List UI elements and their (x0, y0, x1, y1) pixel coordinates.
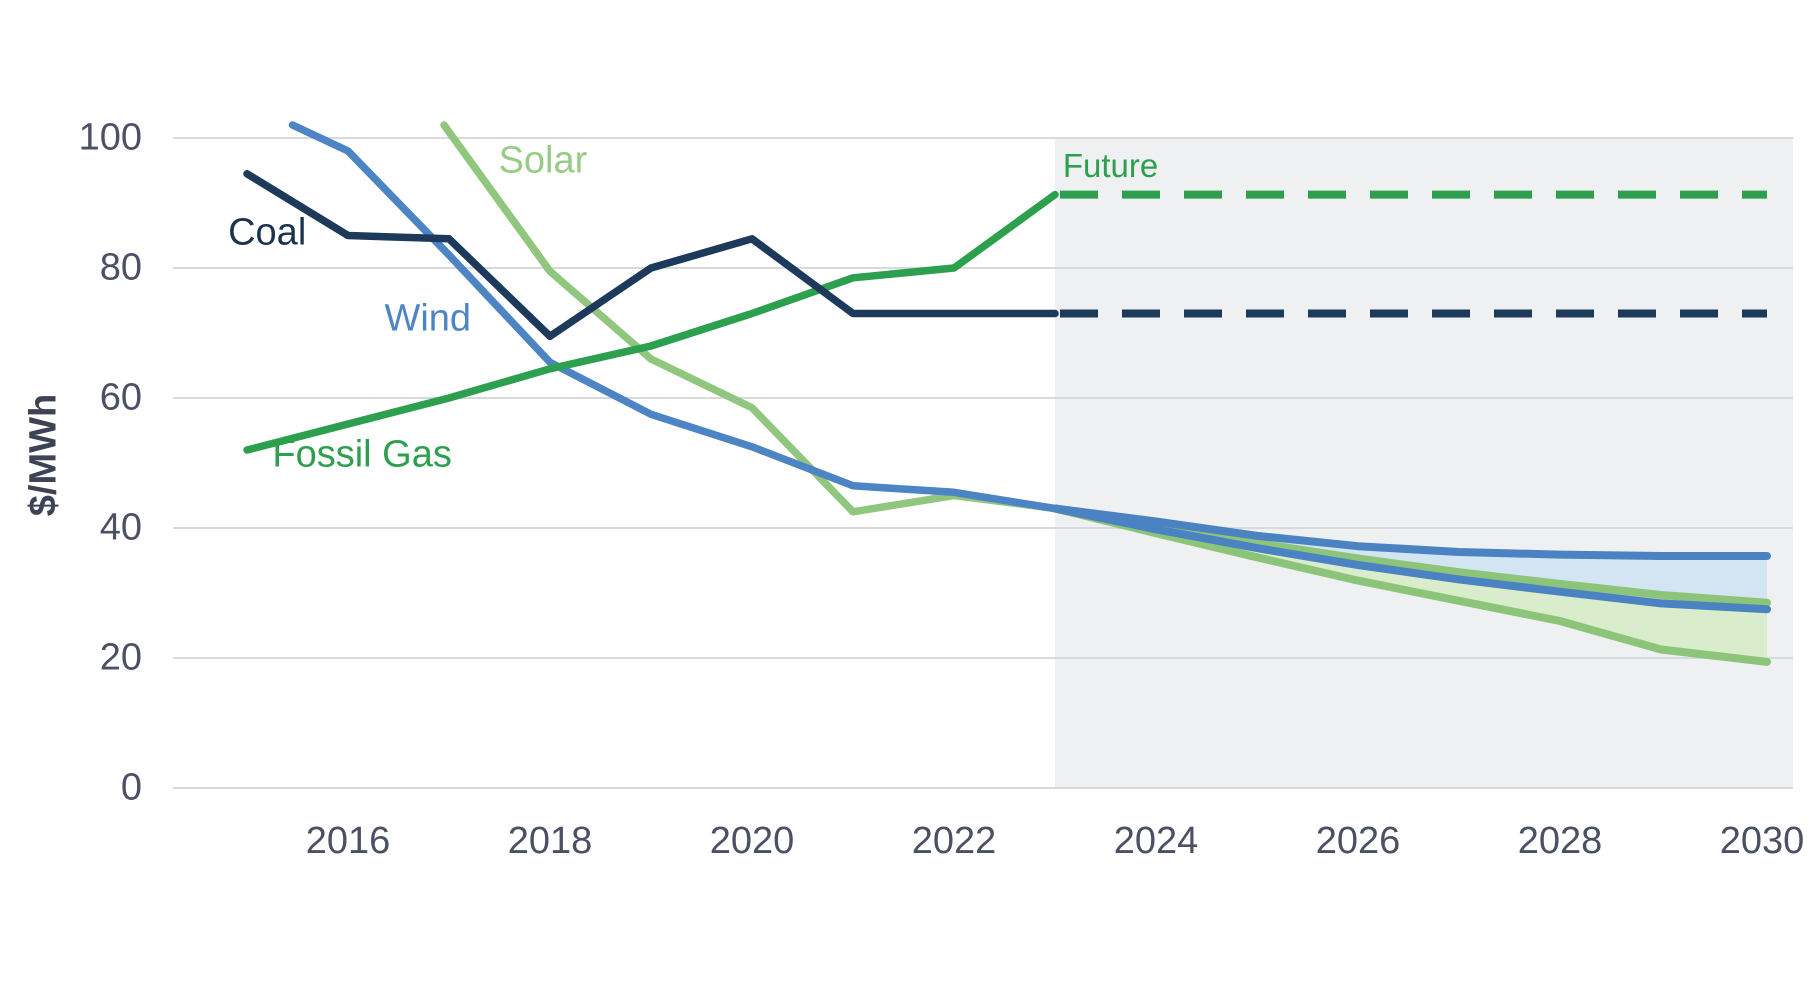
x-tick-label-2022: 2022 (911, 820, 997, 862)
y-tick-label-20: 20 (99, 636, 142, 679)
line-fossil-gas (243, 190, 1059, 454)
y-tick-label-40: 40 (99, 506, 142, 549)
y-tick-label-0: 0 (120, 766, 142, 809)
x-tick-label-2016: 2016 (305, 820, 391, 862)
wind-future-projection-range-upper-line (1051, 504, 1771, 560)
line-wind (288, 121, 1059, 513)
y-tick-label-80: 80 (99, 246, 142, 289)
x-tick-label-2026: 2026 (1315, 820, 1401, 862)
future-region-label: Future (1062, 146, 1159, 184)
y-tick-label-60: 60 (99, 376, 142, 419)
x-tick-label-2020: 2020 (709, 820, 795, 862)
series-label-coal: Coal (228, 211, 307, 254)
future-region (1055, 138, 1793, 788)
series-label-solar: Solar (498, 139, 588, 182)
y-tick-label-100: 100 (78, 116, 142, 159)
x-tick-label-2018: 2018 (507, 820, 593, 862)
x-tick-label-2030: 2030 (1719, 820, 1805, 862)
series-label-wind: Wind (384, 297, 472, 340)
series-label-fossil-gas: Fossil Gas (272, 433, 452, 476)
solar-future-projection-range-lower-line (1051, 504, 1771, 666)
wind-future-projection-range-lower-line (1051, 504, 1771, 614)
line-coal (243, 170, 1059, 341)
x-tick-label-2024: 2024 (1113, 820, 1199, 862)
x-tick-label-2028: 2028 (1517, 820, 1603, 862)
